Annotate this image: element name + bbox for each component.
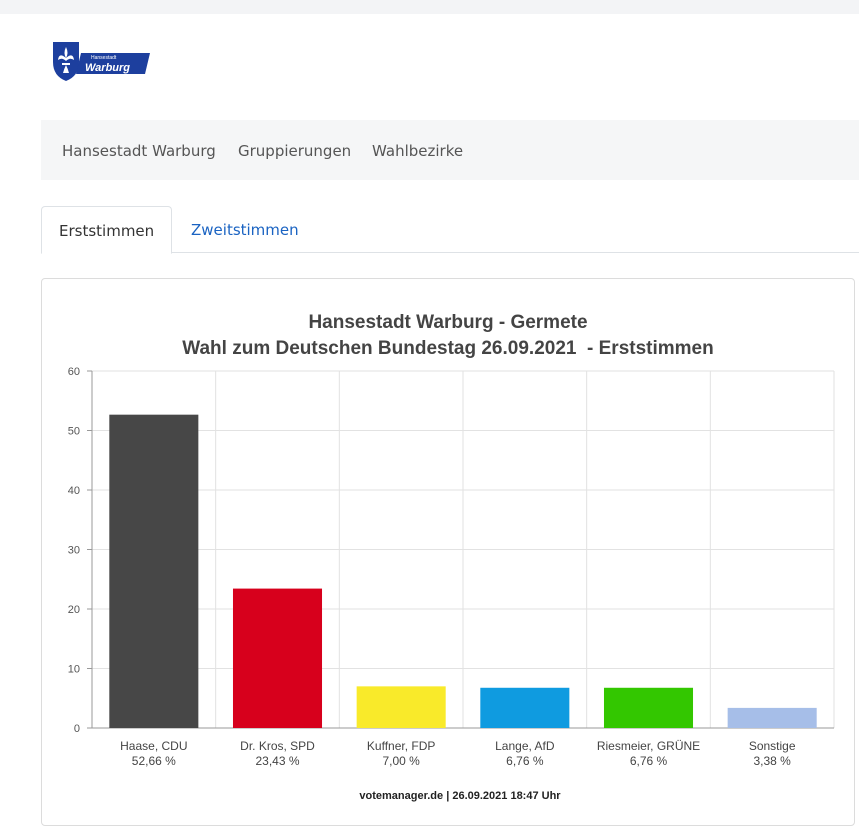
fleur-de-lis-icon — [58, 47, 74, 73]
chart-subtitle: Wahl zum Deutschen Bundestag 26.09.2021 … — [182, 338, 713, 359]
bar-value-label: 7,00 % — [382, 754, 420, 768]
y-tick-label: 50 — [68, 426, 80, 438]
chart-footer: votemanager.de | 26.09.2021 18:47 Uhr — [359, 790, 561, 802]
nav-item-wahlbezirke[interactable]: Wahlbezirke — [372, 142, 464, 160]
y-tick-label: 40 — [68, 485, 80, 497]
y-axis: 0 10 20 30 40 50 60 — [68, 366, 834, 735]
x-tick-label: Lange, AfD — [495, 739, 555, 753]
x-tick-label: Kuffner, FDP — [367, 739, 435, 753]
y-tick-label: 60 — [68, 366, 80, 378]
bar-value-label: 3,38 % — [753, 754, 791, 768]
bar-4 — [480, 687, 570, 728]
top-strip — [0, 0, 859, 14]
x-tick-label: Haase, CDU — [120, 739, 187, 753]
coat-of-arms-icon — [53, 42, 79, 81]
chart-title: Hansestadt Warburg - Germete — [308, 312, 587, 333]
y-tick-label: 20 — [68, 604, 80, 616]
y-tick-label: 10 — [68, 664, 80, 676]
chart-bars — [109, 414, 817, 728]
y-tick-label: 0 — [74, 723, 80, 735]
nav-item-hansestadt-warburg[interactable]: Hansestadt Warburg — [62, 142, 216, 160]
x-tick-label: Riesmeier, GRÜNE — [597, 739, 700, 753]
logo-banner — [76, 53, 150, 74]
y-tick-label: 30 — [68, 545, 80, 557]
chart-grid — [91, 370, 835, 729]
bar-2 — [232, 588, 323, 728]
warburg-logo[interactable]: Hansestadt Warburg — [51, 38, 151, 82]
bar-value-label: 6,76 % — [506, 754, 544, 768]
bar-value-label: 23,43 % — [255, 754, 299, 768]
navbar: Hansestadt Warburg Gruppierungen Wahlbez… — [41, 120, 859, 180]
nav-item-gruppierungen[interactable]: Gruppierungen — [238, 142, 352, 160]
bar-5 — [603, 687, 694, 728]
result-tabs: Erststimmen Zweitstimmen — [41, 206, 859, 254]
bar-chart: Hansestadt Warburg - Germete Wahl zum De… — [68, 312, 835, 802]
tab-erststimmen[interactable]: Erststimmen — [41, 206, 173, 254]
bar-3 — [356, 686, 446, 728]
bar-value-label: 6,76 % — [630, 754, 668, 768]
x-tick-label: Sonstige — [749, 739, 796, 753]
logo-text-top: Hansestadt — [91, 55, 117, 61]
bar-1 — [109, 414, 199, 728]
bar-6 — [727, 707, 817, 728]
logo-text-main: Warburg — [85, 62, 130, 74]
tab-zweitstimmen[interactable]: Zweitstimmen — [191, 221, 299, 239]
x-tick-label: Dr. Kros, SPD — [240, 739, 315, 753]
bar-value-label: 52,66 % — [132, 754, 176, 768]
chart-card: Hansestadt Warburg - Germete Wahl zum De… — [41, 278, 855, 826]
